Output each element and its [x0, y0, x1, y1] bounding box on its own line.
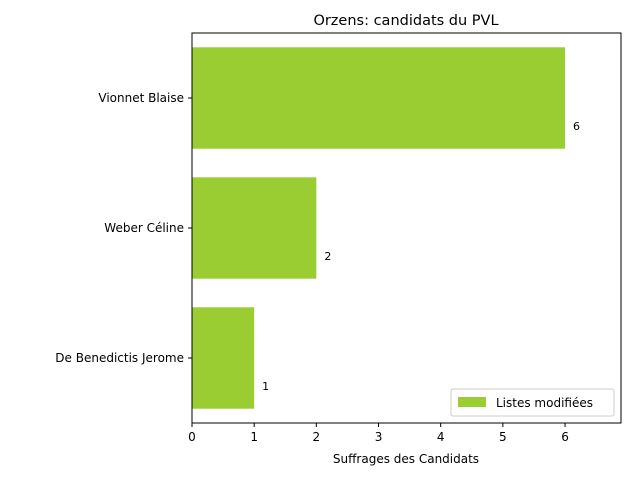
axes-layer: Vionnet Blaise Weber Céline De Benedictis …	[55, 32, 622, 444]
bars-layer: 6 2 1	[192, 47, 580, 409]
x-tick-label: 0	[188, 430, 196, 444]
legend-box	[450, 388, 615, 417]
bar	[192, 177, 317, 279]
x-tick-label: 3	[375, 430, 383, 444]
x-tick-label: 5	[499, 430, 507, 444]
bar-value-label: 6	[573, 120, 580, 133]
x-tick-label: 6	[561, 430, 569, 444]
chart-title: Orzens: candidats du PVL	[313, 13, 498, 29]
y-tick-label: Vionnet Blaise	[98, 91, 184, 105]
plot-frame	[191, 32, 622, 424]
bar	[192, 307, 255, 409]
bar	[192, 47, 566, 149]
bar-value-label: 1	[262, 380, 269, 393]
x-tick-label: 1	[250, 430, 258, 444]
x-tick-label: 2	[313, 430, 321, 444]
y-tick-label: Weber Céline	[104, 221, 184, 235]
legend-swatch	[458, 397, 486, 407]
x-axis-label: Suffrages des Candidats	[333, 452, 479, 466]
legend-label: Listes modifiées	[496, 396, 593, 410]
legend: Listes modifiées	[450, 388, 615, 417]
x-tick-label: 4	[437, 430, 445, 444]
bar-value-label: 2	[324, 250, 331, 263]
y-tick-label: De Benedictis Jerome	[55, 351, 184, 365]
